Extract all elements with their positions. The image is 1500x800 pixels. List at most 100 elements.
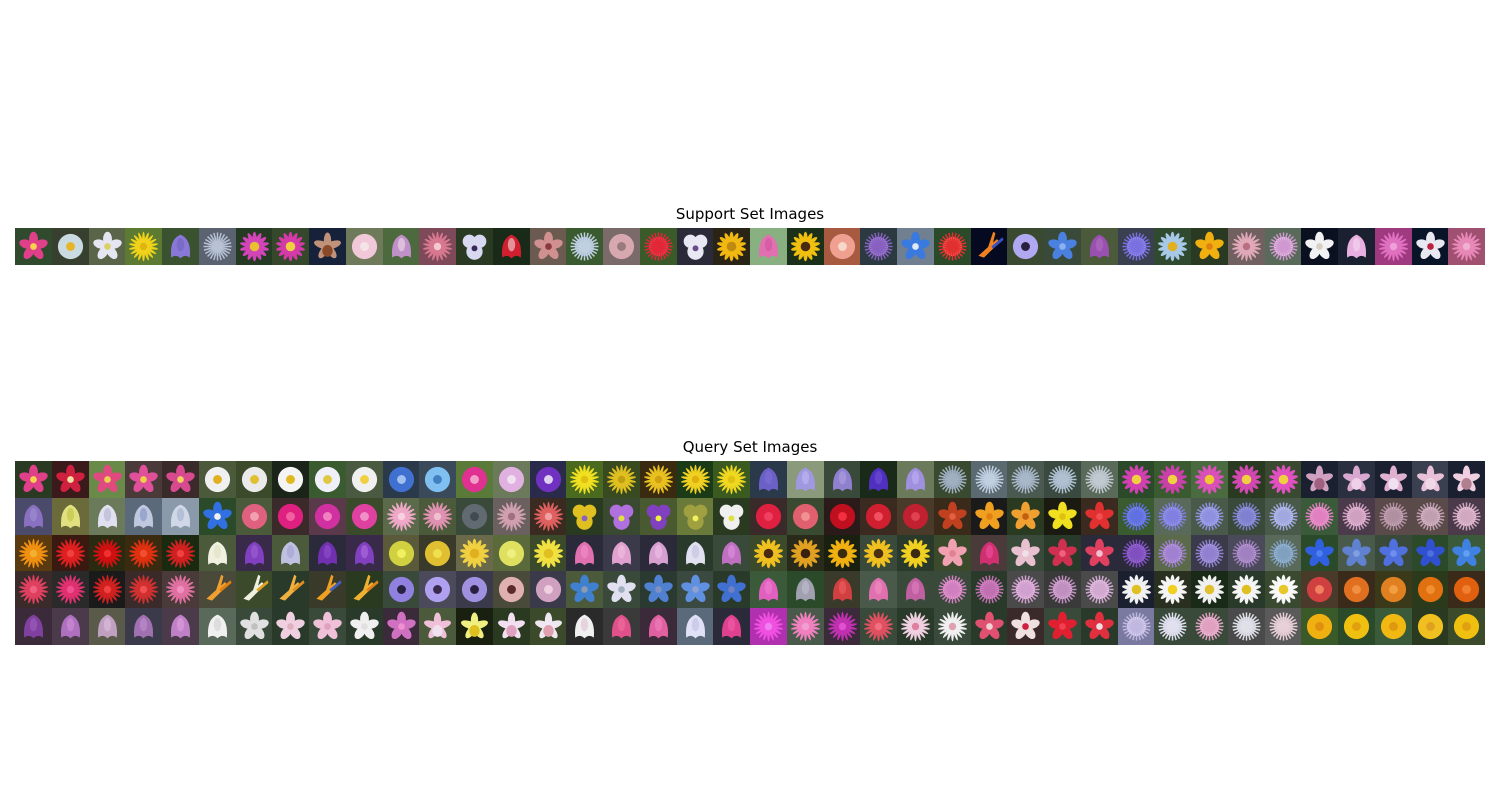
query-flower-image — [1007, 461, 1045, 498]
query-flower-image — [492, 461, 530, 498]
query-flower-image — [566, 534, 604, 572]
support-flower-image — [456, 228, 493, 265]
query-flower-image — [676, 461, 714, 498]
query-flower-image — [750, 608, 787, 645]
query-flower-image — [823, 497, 861, 535]
query-flower-image — [1044, 571, 1081, 609]
query-flower-image — [235, 461, 273, 498]
query-flower-image — [713, 461, 751, 498]
query-flower-image — [1264, 534, 1302, 572]
query-flower-image — [933, 534, 971, 572]
query-flower-image — [1301, 608, 1339, 645]
query-flower-image — [1338, 534, 1375, 572]
query-flower-image — [566, 461, 604, 498]
query-flower-image — [51, 571, 89, 609]
support-flower-image — [529, 228, 567, 265]
query-flower-image — [1007, 497, 1045, 535]
query-flower-image — [492, 608, 530, 645]
query-flower-image — [162, 534, 199, 572]
query-flower-image — [786, 608, 824, 645]
support-flower-image — [713, 228, 751, 265]
query-flower-image — [235, 497, 273, 535]
support-flower-image — [603, 228, 640, 265]
support-flower-image — [823, 228, 861, 265]
query-flower-image — [1007, 571, 1045, 609]
query-flower-image — [88, 461, 126, 498]
query-flower-image — [750, 461, 787, 498]
query-flower-image — [419, 534, 457, 572]
query-flower-image — [382, 571, 420, 609]
query-flower-image — [125, 461, 163, 498]
query-flower-image — [309, 497, 346, 535]
query-flower-image — [1411, 461, 1449, 498]
query-flower-image — [1264, 608, 1302, 645]
query-flower-image — [603, 534, 640, 572]
query-flower-image — [1117, 534, 1155, 572]
query-flower-image — [603, 461, 640, 498]
support-flower-image — [382, 228, 420, 265]
query-flower-image — [676, 608, 714, 645]
query-flower-image — [456, 534, 493, 572]
query-flower-image — [162, 497, 199, 535]
query-flower-image — [15, 461, 52, 498]
query-flower-image — [456, 608, 493, 645]
query-flower-image — [309, 608, 346, 645]
query-flower-image — [419, 497, 457, 535]
query-flower-image — [713, 571, 751, 609]
query-flower-image — [529, 534, 567, 572]
query-flower-image — [970, 461, 1008, 498]
query-flower-image — [566, 571, 604, 609]
query-flower-image — [51, 608, 89, 645]
query-flower-image — [125, 497, 163, 535]
query-flower-image — [897, 461, 934, 498]
query-flower-image — [492, 497, 530, 535]
query-flower-image — [198, 461, 236, 498]
query-flower-image — [750, 497, 787, 535]
query-flower-image — [1191, 571, 1228, 609]
query-flower-image — [529, 461, 567, 498]
query-flower-image — [676, 497, 714, 535]
query-flower-image — [382, 608, 420, 645]
query-flower-image — [1411, 534, 1449, 572]
query-flower-image — [639, 608, 677, 645]
query-flower-image — [970, 571, 1008, 609]
query-flower-image — [235, 571, 273, 609]
query-flower-image — [897, 571, 934, 609]
query-flower-image — [272, 534, 310, 572]
query-flower-image — [933, 461, 971, 498]
support-flower-image — [492, 228, 530, 265]
query-flower-image — [1301, 497, 1339, 535]
query-flower-image — [162, 608, 199, 645]
query-flower-image — [88, 571, 126, 609]
query-flower-image — [492, 571, 530, 609]
query-flower-image — [125, 534, 163, 572]
query-flower-image — [1191, 461, 1228, 498]
query-flower-image — [1338, 497, 1375, 535]
query-flower-image — [309, 461, 346, 498]
support-flower-image — [419, 228, 457, 265]
query-flower-image — [529, 497, 567, 535]
query-flower-image — [1301, 571, 1339, 609]
query-flower-image — [970, 497, 1008, 535]
support-flower-image — [1044, 228, 1081, 265]
query-flower-image — [860, 608, 898, 645]
support-flower-image — [1117, 228, 1155, 265]
query-flower-image — [1227, 497, 1265, 535]
query-flower-image — [492, 534, 530, 572]
query-flower-image — [639, 534, 677, 572]
support-flower-image — [51, 228, 89, 265]
support-flower-image — [566, 228, 604, 265]
query-flower-image — [786, 571, 824, 609]
query-flower-image — [750, 534, 787, 572]
query-flower-image — [1080, 497, 1118, 535]
query-flower-image — [309, 534, 346, 572]
query-flower-image — [15, 608, 52, 645]
query-flower-image — [198, 608, 236, 645]
support-flower-image — [786, 228, 824, 265]
query-flower-image — [1301, 534, 1339, 572]
query-flower-image — [1264, 461, 1302, 498]
query-flower-image — [235, 534, 273, 572]
query-flower-image — [603, 571, 640, 609]
query-flower-image — [1264, 571, 1302, 609]
query-flower-image — [15, 534, 52, 572]
